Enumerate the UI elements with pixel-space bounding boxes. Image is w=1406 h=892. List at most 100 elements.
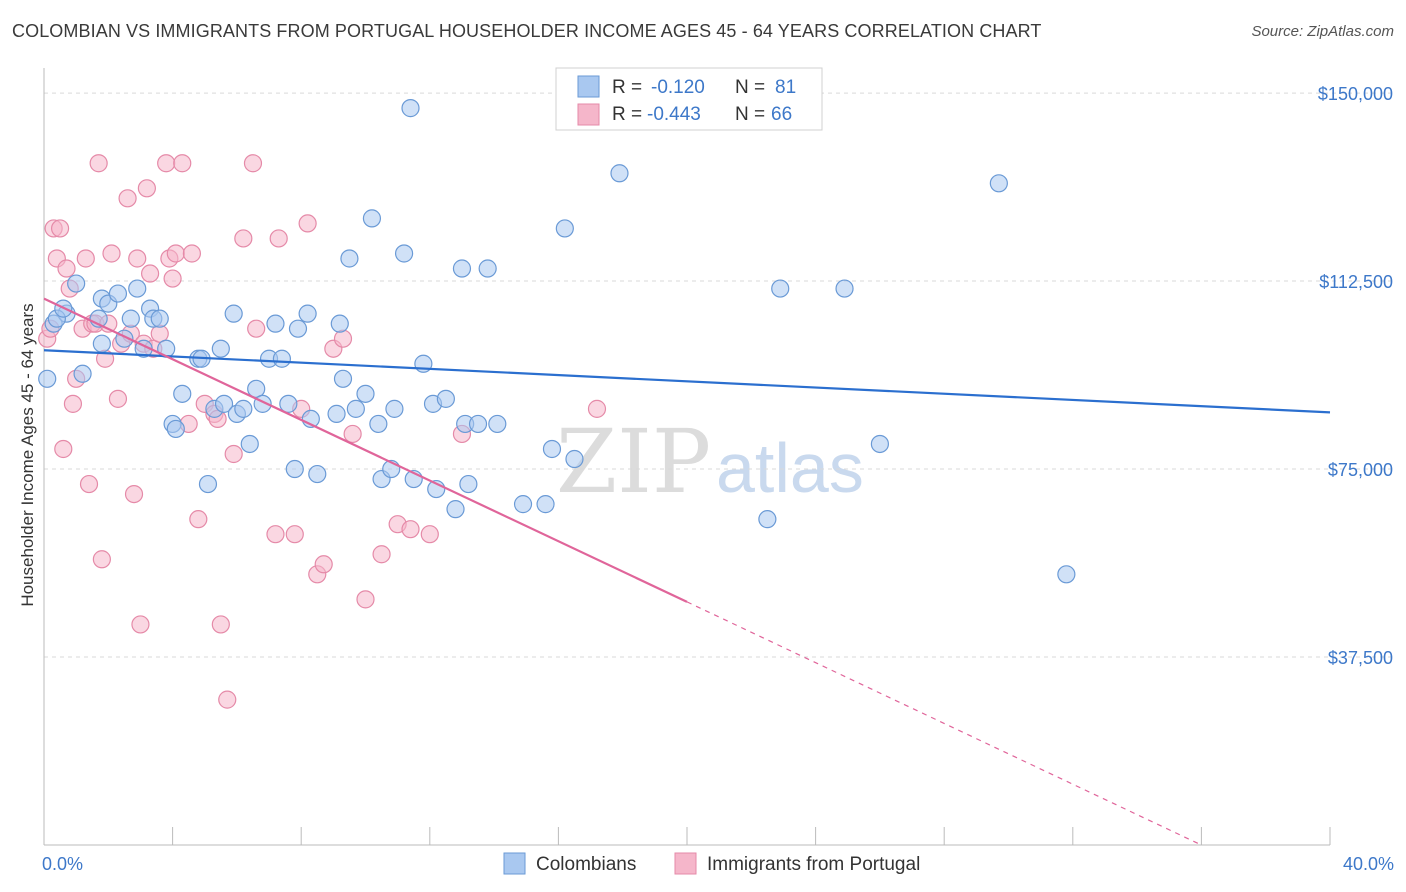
colombians-point-20 [173,384,192,403]
portugal-point-59 [356,590,375,609]
colombians-point-54 [401,99,420,118]
legend-n-value-2: 66 [771,104,792,125]
portugal-point-45 [224,444,243,464]
colombians-point-0 [38,369,57,388]
colombians-point-78 [1057,565,1076,584]
colombians-point-76 [870,434,890,454]
portugal-point-20 [108,389,128,408]
portugal-point-58 [343,424,362,444]
portugal-point-55 [314,555,333,574]
chart-title: COLOMBIAN VS IMMIGRANTS FROM PORTUGAL HO… [12,21,1042,41]
y-tick-label-2: $112,500 [1319,272,1393,292]
colombians-point-29 [234,399,253,418]
colombians-point-59 [436,389,455,408]
colombians-point-73 [758,510,777,529]
portugal-point-36 [173,154,192,173]
portugal-point-47 [243,154,263,173]
legend-r-label-1: R = [612,77,642,98]
trend-line-portugal-extension [686,601,1202,846]
portugal-point-12 [79,474,99,494]
portugal-point-8 [63,394,83,413]
axes [43,68,1331,846]
portugal-point-28 [137,179,156,198]
colombians-point-47 [356,384,375,403]
colombians-point-34 [266,314,285,333]
colombians-point-74 [771,279,790,298]
colombians-point-67 [513,495,533,514]
colombians-point-46 [346,399,365,418]
legend-swatch-colombians [577,75,600,98]
x-tick-label-max: 40.0% [1343,854,1394,874]
portugal-point-26 [131,615,150,634]
colombians-point-11 [121,309,140,328]
colombians-point-72 [610,164,629,183]
colombians-point-35 [272,349,292,368]
portugal-point-24 [124,484,144,504]
legend-r-value-2: -0.443 [647,104,701,125]
portugal-point-6 [57,259,76,278]
portugal-point-65 [587,399,607,418]
colombians-point-61 [452,259,472,278]
legend-n-label-1: N = [735,77,765,98]
colombians-point-43 [330,314,349,333]
trend-lines [43,297,1331,846]
colombians-point-70 [555,219,574,238]
portugal-point-44 [218,690,237,709]
chart-source: Source: ZipAtlas.com [1251,23,1394,40]
portugal-point-48 [247,319,266,338]
colombians-point-30 [240,434,259,454]
portugal-point-11 [76,249,95,268]
colombians-point-53 [394,244,414,263]
bottom-legend-colombians: Colombians [536,854,636,875]
portugal-point-51 [285,525,304,544]
colombians-point-49 [369,414,388,434]
gridlines [44,92,1394,658]
colombians-point-4 [67,274,86,293]
colombians-point-9 [108,284,128,303]
portugal-point-25 [128,249,147,268]
colombians-point-3 [73,364,92,383]
colombians-point-52 [385,399,404,418]
legend-box [555,67,823,131]
colombians-point-37 [285,459,304,479]
colombians-point-48 [362,209,382,228]
portugal-point-19 [102,244,121,263]
colombians-point-12 [128,279,147,298]
portugal-point-46 [234,229,253,248]
colombians-point-66 [488,414,507,434]
colombians-point-63 [459,474,478,494]
colombians-point-36 [279,394,298,413]
colombians-point-75 [835,279,854,298]
bottom-legend-swatch-colombians [503,852,526,875]
portugal-point-35 [166,244,185,263]
colombians-point-60 [446,500,465,519]
colombians-point-7 [92,334,111,353]
legend-n-value-1: 81 [775,77,796,98]
correlation-legend: R = -0.120 N = 81 R = -0.443 N = 66 [555,67,823,131]
colombians-point-64 [468,414,488,434]
colombians-point-16 [150,309,169,328]
legend-n-label-2: N = [735,104,765,125]
colombians-point-25 [211,339,230,358]
bottom-legend-swatch-portugal [674,852,697,875]
colombians-point-26 [214,394,234,413]
colombians-point-69 [542,439,562,459]
portugal-point-63 [420,525,439,544]
colombians-point-19 [166,419,185,439]
trend-line-portugal [43,297,688,603]
portugal-point-15 [89,154,108,173]
y-axis-title: Householder Income Ages 45 - 64 years [18,303,37,606]
colombians-point-38 [288,319,308,338]
colombians-point-27 [224,304,243,323]
portugal-point-57 [333,329,353,348]
y-tick-label-1: $75,000 [1328,460,1393,480]
portugal-point-5 [54,439,73,459]
colombians-point-31 [247,379,266,398]
portugal-point-32 [157,154,176,173]
y-tick-label-0: $37,500 [1328,648,1393,668]
colombians-point-40 [298,304,317,323]
portugal-point-49 [266,525,285,544]
portugal-point-22 [118,189,137,208]
colombians-point-45 [340,249,359,268]
